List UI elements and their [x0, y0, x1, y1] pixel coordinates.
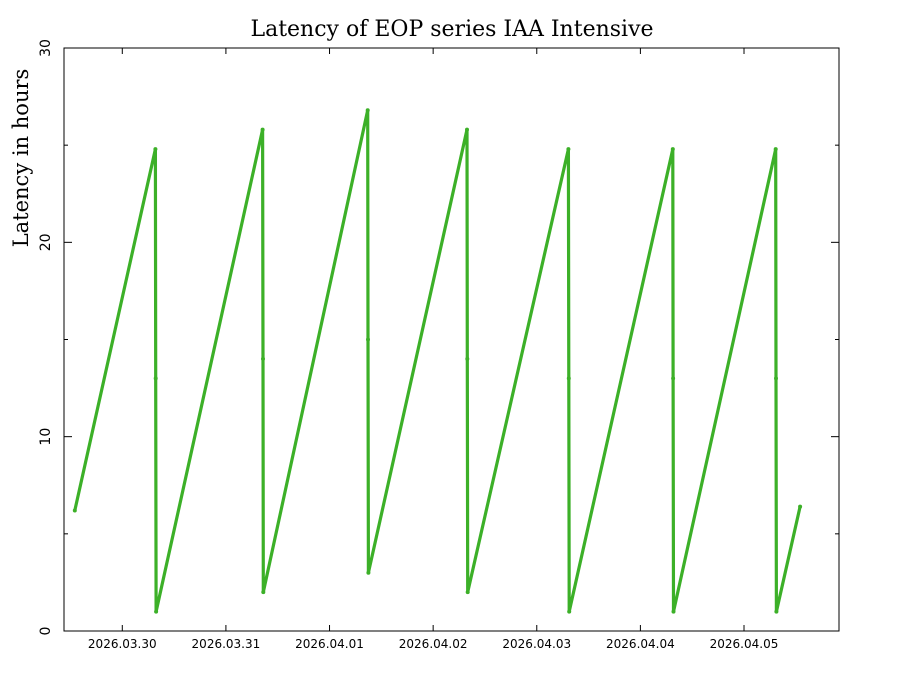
- data-point: [566, 147, 571, 152]
- data-point: [566, 376, 571, 381]
- data-point: [774, 609, 779, 614]
- data-point: [671, 609, 676, 614]
- x-tick-label: 2026.04.03: [502, 637, 571, 651]
- latency-series-line: [73, 108, 802, 614]
- x-tick-label: 2026.04.04: [606, 637, 675, 651]
- data-point: [366, 337, 370, 342]
- x-tick-label: 2026.04.02: [399, 637, 468, 651]
- data-point: [465, 590, 470, 595]
- data-point: [153, 376, 158, 381]
- data-point: [465, 127, 469, 132]
- data-point: [671, 376, 676, 381]
- data-point: [670, 147, 675, 152]
- x-tick-label: 2026.04.01: [295, 637, 364, 651]
- data-point: [366, 570, 371, 575]
- data-point: [365, 108, 370, 113]
- data-point: [798, 504, 803, 509]
- data-point: [260, 127, 265, 132]
- data-point: [72, 508, 77, 513]
- data-point: [773, 147, 778, 152]
- data-point: [567, 609, 572, 614]
- data-point: [154, 609, 159, 614]
- y-tick-label: 30: [38, 39, 54, 57]
- y-tick-label: 0: [38, 627, 54, 636]
- data-point: [261, 590, 266, 595]
- data-point: [261, 356, 265, 361]
- data-point: [153, 147, 158, 152]
- chart-title: Latency of EOP series IAA Intensive: [250, 17, 653, 42]
- y-axis-label: Latency in hours: [9, 69, 33, 248]
- y-tick-label: 10: [38, 428, 54, 446]
- data-point: [465, 356, 470, 361]
- y-tick-label: 20: [38, 233, 54, 251]
- x-tick-label: 2026.03.31: [192, 637, 261, 651]
- x-tick-label: 2026.03.30: [88, 637, 157, 651]
- axis-ticks: 2026.03.30 2026.03.31 2026.04.01 2026.04.02…: [38, 39, 839, 651]
- plot-frame: [63, 47, 840, 632]
- data-point: [774, 376, 778, 381]
- series-layer: [72, 108, 803, 614]
- x-tick-label: 2026.04.05: [710, 637, 779, 651]
